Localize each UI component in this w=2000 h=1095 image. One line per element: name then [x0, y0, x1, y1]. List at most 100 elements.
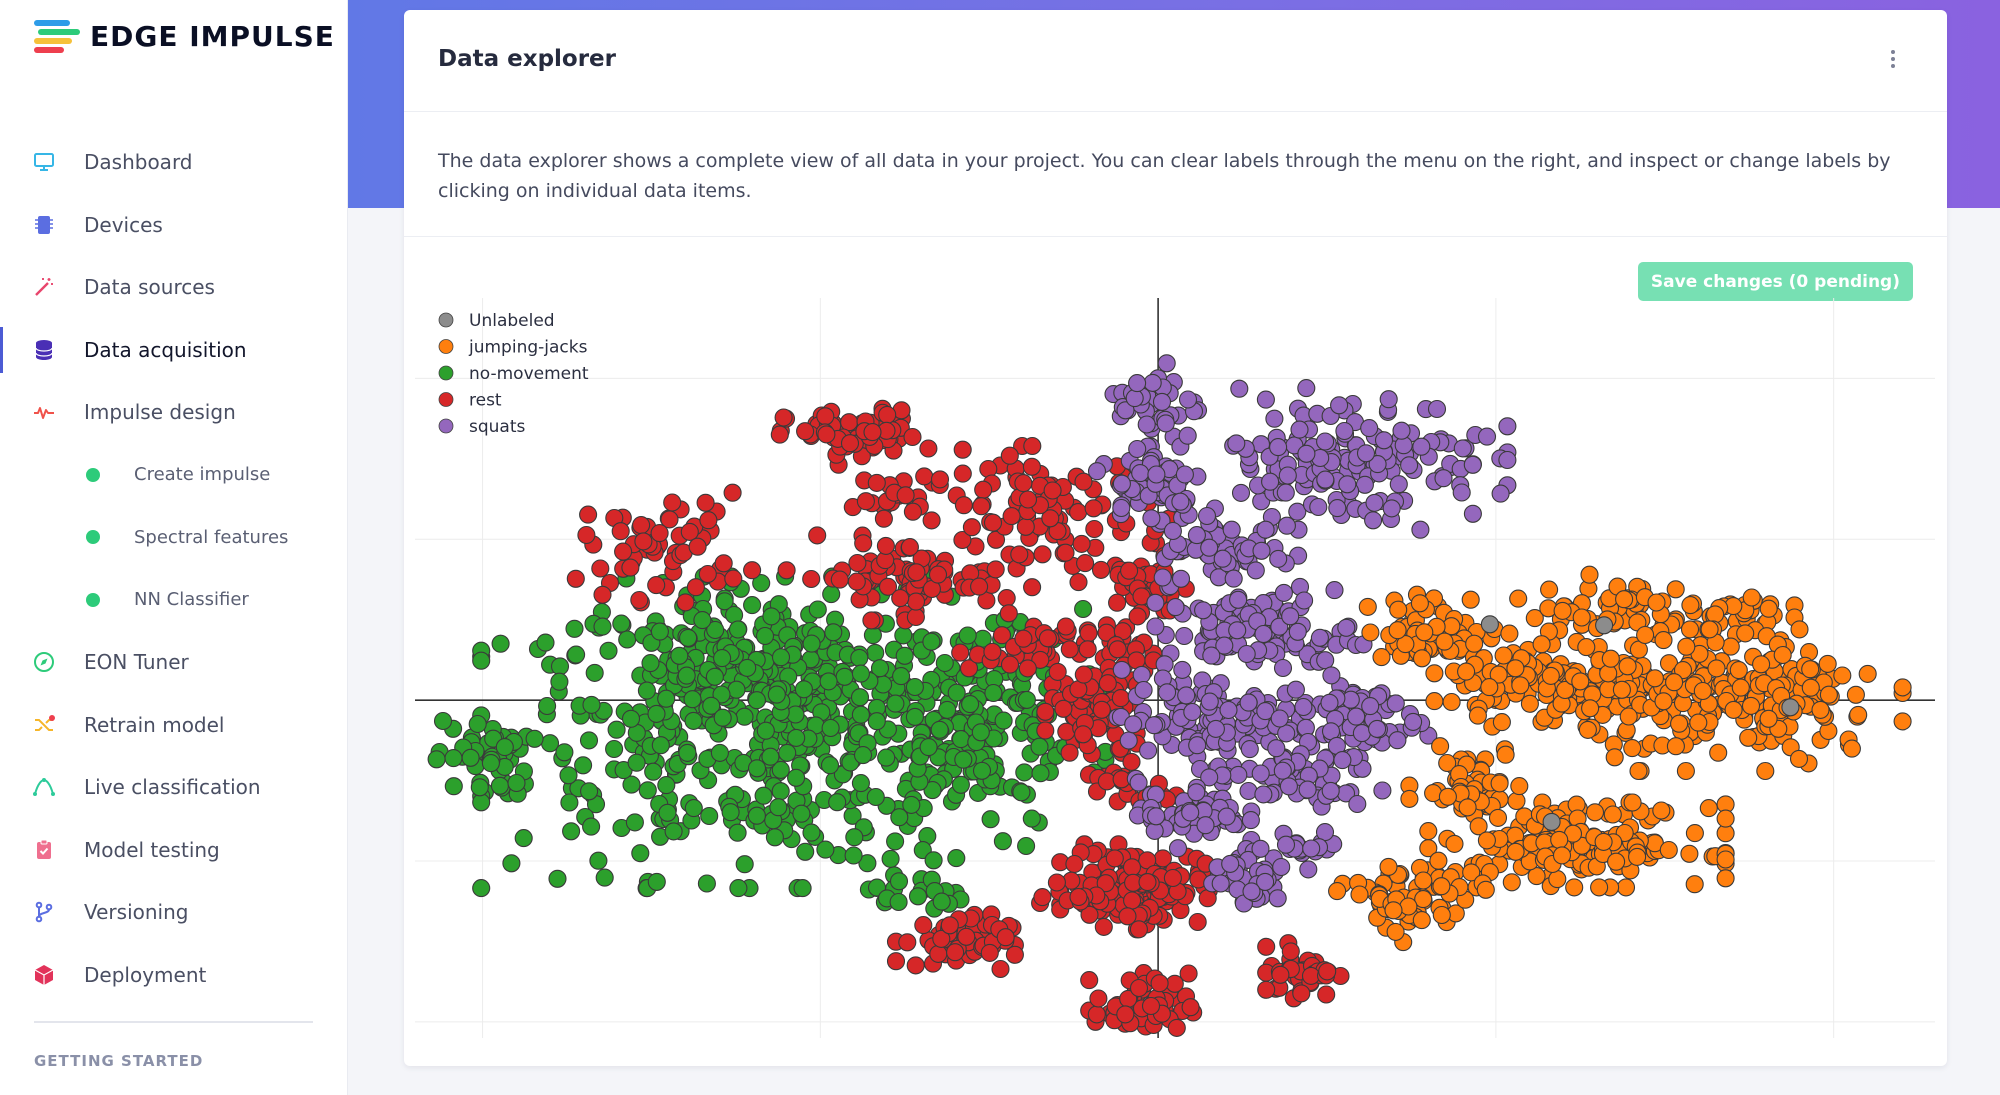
data-point[interactable] [657, 689, 676, 708]
data-point[interactable] [848, 553, 867, 573]
data-point[interactable] [1360, 419, 1379, 438]
data-point[interactable] [1414, 890, 1433, 909]
data-point[interactable] [796, 422, 815, 441]
data-point[interactable] [850, 648, 869, 667]
data-point[interactable] [770, 425, 789, 444]
data-point[interactable] [907, 563, 926, 582]
data-point[interactable] [922, 511, 941, 530]
data-point[interactable] [1400, 456, 1419, 475]
data-point[interactable] [891, 589, 910, 608]
data-point[interactable] [1431, 737, 1450, 756]
data-point[interactable] [1615, 590, 1634, 609]
data-point[interactable] [996, 928, 1015, 947]
data-point[interactable] [1619, 707, 1638, 726]
data-point[interactable] [1328, 882, 1347, 901]
data-point[interactable] [1219, 700, 1238, 720]
data-point[interactable] [900, 538, 919, 557]
data-point[interactable] [853, 746, 873, 765]
data-point[interactable] [632, 516, 651, 535]
data-point[interactable] [1030, 737, 1049, 756]
data-point[interactable] [1239, 781, 1258, 801]
data-point[interactable] [1138, 873, 1157, 892]
data-point[interactable] [1251, 839, 1270, 858]
data-point[interactable] [593, 585, 612, 604]
data-point[interactable] [1277, 516, 1296, 535]
data-point[interactable] [1316, 432, 1335, 451]
data-point[interactable] [1410, 594, 1429, 613]
data-point[interactable] [663, 493, 682, 512]
data-point[interactable] [1196, 816, 1215, 835]
data-point[interactable] [1676, 761, 1695, 781]
data-point[interactable] [793, 879, 812, 898]
data-point[interactable] [1506, 842, 1525, 861]
data-point[interactable] [650, 524, 669, 543]
data-point[interactable] [658, 803, 677, 822]
data-point[interactable] [566, 569, 585, 588]
data-point[interactable] [1452, 483, 1471, 502]
data-point[interactable] [611, 522, 630, 541]
data-point[interactable] [1509, 589, 1528, 608]
data-point[interactable] [851, 705, 870, 724]
data-point[interactable] [1274, 583, 1293, 602]
sidebar-item-retrain-model[interactable]: Retrain model [0, 694, 347, 757]
data-point[interactable] [1074, 472, 1093, 491]
data-point[interactable] [756, 721, 775, 740]
data-point[interactable] [1636, 625, 1655, 645]
data-point[interactable] [1438, 787, 1457, 806]
data-point[interactable] [1457, 662, 1476, 681]
data-point[interactable] [550, 672, 569, 691]
data-point[interactable] [1434, 469, 1453, 488]
data-point[interactable] [1689, 713, 1708, 732]
data-point[interactable] [1094, 917, 1113, 936]
data-point[interactable] [1123, 891, 1142, 910]
data-point[interactable] [1706, 605, 1725, 624]
data-point[interactable] [1731, 678, 1750, 697]
data-point[interactable] [1709, 743, 1728, 762]
data-point[interactable] [1461, 590, 1480, 609]
data-point[interactable] [1000, 655, 1020, 674]
data-point[interactable] [930, 470, 950, 489]
data-point[interactable] [1178, 426, 1197, 445]
data-point[interactable] [986, 560, 1005, 579]
data-point[interactable] [769, 798, 788, 817]
data-point[interactable] [961, 695, 980, 714]
data-point[interactable] [1227, 434, 1246, 453]
data-point[interactable] [1685, 824, 1704, 843]
data-point[interactable] [1129, 773, 1148, 792]
data-point[interactable] [1257, 980, 1276, 999]
data-point[interactable] [951, 643, 970, 662]
data-point[interactable] [908, 887, 928, 906]
data-point[interactable] [856, 492, 875, 511]
data-point[interactable] [1215, 636, 1234, 655]
data-point[interactable] [906, 607, 925, 627]
data-point[interactable] [1842, 739, 1861, 758]
data-point[interactable] [1489, 665, 1508, 684]
data-point[interactable] [472, 793, 491, 812]
data-point[interactable] [922, 632, 941, 651]
data-point[interactable] [1076, 554, 1095, 573]
data-point[interactable] [817, 425, 836, 444]
data-point[interactable] [683, 690, 702, 709]
data-point[interactable] [851, 774, 870, 793]
data-point[interactable] [735, 855, 754, 874]
data-point[interactable] [1072, 534, 1091, 553]
data-point[interactable] [1320, 693, 1339, 712]
data-point[interactable] [1080, 905, 1099, 924]
data-point[interactable] [886, 952, 906, 971]
data-point[interactable] [444, 777, 463, 796]
data-point[interactable] [1400, 789, 1419, 808]
data-point[interactable] [1412, 911, 1431, 930]
data-point[interactable] [1716, 809, 1735, 828]
data-point[interactable] [954, 496, 973, 515]
data-point[interactable] [579, 731, 599, 750]
data-point[interactable] [1251, 764, 1270, 783]
sidebar-item-model-testing[interactable]: Model testing [0, 819, 347, 882]
data-point[interactable] [1206, 719, 1225, 738]
sidebar-item-live-classification[interactable]: Live classification [0, 756, 347, 819]
data-point[interactable] [686, 578, 705, 597]
data-point[interactable] [903, 427, 922, 447]
data-point[interactable] [647, 872, 666, 891]
data-point[interactable] [1146, 617, 1165, 636]
data-point[interactable] [502, 854, 521, 873]
data-point[interactable] [1273, 658, 1293, 678]
